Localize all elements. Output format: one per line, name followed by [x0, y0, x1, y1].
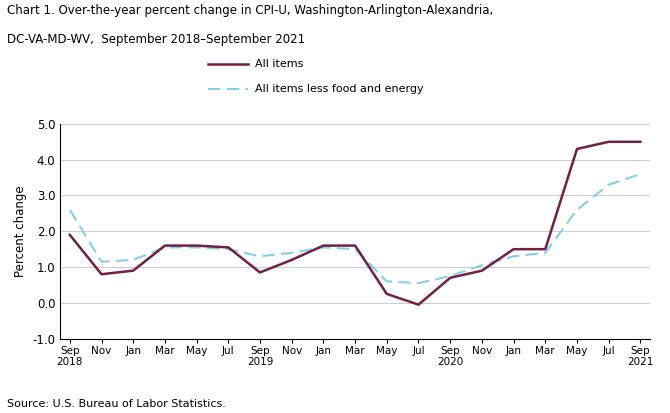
Text: Source: U.S. Bureau of Labor Statistics.: Source: U.S. Bureau of Labor Statistics.	[7, 399, 226, 409]
Text: All items less food and energy: All items less food and energy	[255, 84, 423, 94]
Text: DC-VA-MD-WV,  September 2018–September 2021: DC-VA-MD-WV, September 2018–September 20…	[7, 33, 305, 46]
Text: Chart 1. Over-the-year percent change in CPI-U, Washington-Arlington-Alexandria,: Chart 1. Over-the-year percent change in…	[7, 4, 493, 17]
Text: All items: All items	[255, 59, 303, 69]
Y-axis label: Percent change: Percent change	[14, 185, 27, 277]
